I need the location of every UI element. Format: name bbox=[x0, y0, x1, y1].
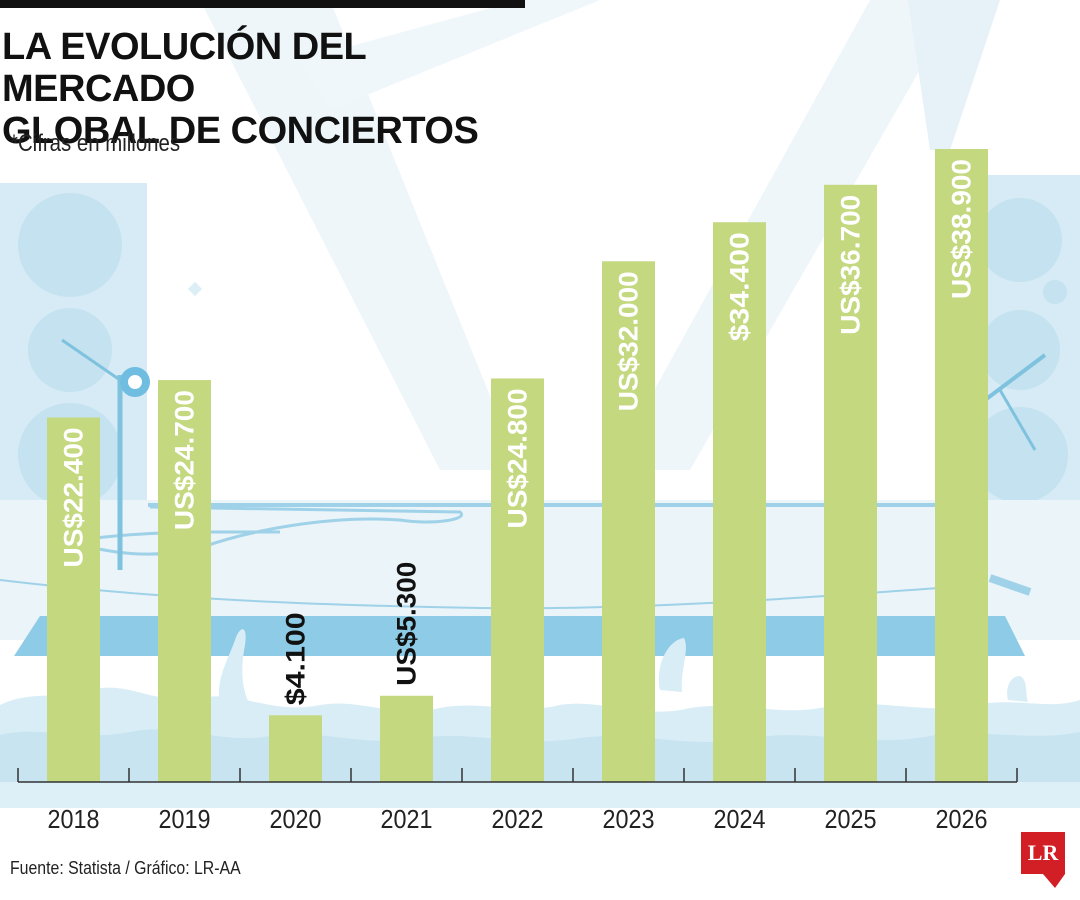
x-tick-label: 2023 bbox=[603, 804, 655, 834]
data-label: US$24.800 bbox=[503, 388, 533, 528]
mic-stand bbox=[983, 353, 1047, 402]
spotlight-beam bbox=[200, 0, 520, 470]
bar-2023 bbox=[602, 261, 655, 782]
data-label: US$5.300 bbox=[392, 562, 422, 686]
bar-2020 bbox=[269, 715, 322, 782]
data-label: US$24.700 bbox=[170, 390, 200, 530]
chart-subtitle: *Cifras en millones bbox=[10, 130, 181, 157]
data-label: US$38.900 bbox=[947, 159, 977, 299]
x-tick-label: 2025 bbox=[825, 804, 877, 834]
speaker-cone bbox=[1043, 280, 1067, 304]
spotlight-beam bbox=[300, 0, 600, 110]
speaker-cone bbox=[980, 310, 1060, 390]
speaker-cone bbox=[978, 198, 1062, 282]
speaker-cone bbox=[28, 308, 112, 392]
mic-stand bbox=[998, 389, 1037, 451]
x-tick-label: 2021 bbox=[381, 804, 433, 834]
bar-2019 bbox=[158, 380, 211, 782]
microphone-icon bbox=[988, 574, 1032, 596]
raised-hand bbox=[658, 638, 686, 692]
x-tick-label: 2024 bbox=[714, 804, 766, 834]
bars-group bbox=[47, 149, 988, 783]
bar-2022 bbox=[491, 378, 544, 782]
lr-logo: LR bbox=[1021, 832, 1065, 874]
spotlight-beam bbox=[610, 0, 960, 470]
title-line-2: GLOBAL DE CONCIERTOS bbox=[2, 110, 479, 152]
mic-stand bbox=[61, 338, 121, 382]
data-label: US$22.400 bbox=[59, 427, 89, 567]
axis-band bbox=[0, 782, 1080, 808]
raised-hand bbox=[1039, 706, 1058, 726]
lr-logo-tail bbox=[1043, 874, 1065, 888]
x-tick-label: 2020 bbox=[270, 804, 322, 834]
source-credit: Fuente: Statista / Gráfico: LR-AA bbox=[10, 858, 241, 878]
bar-2026 bbox=[935, 149, 988, 782]
data-label: $4.100 bbox=[281, 612, 311, 705]
chart-title: LA EVOLUCIÓN DEL MERCADO GLOBAL DE CONCI… bbox=[2, 26, 562, 152]
data-labels-group: US$22.400 US$24.700 $4.100 US$5.300 US$24.80… bbox=[59, 159, 977, 705]
x-axis-labels: 2018 2019 2020 2021 2022 2023 2024 2025 2026 bbox=[48, 804, 988, 834]
bar-2018 bbox=[47, 417, 100, 782]
axis-ticks-group bbox=[17, 768, 1018, 782]
x-tick-label: 2022 bbox=[492, 804, 544, 834]
bar-2021 bbox=[380, 695, 433, 782]
x-tick-label: 2018 bbox=[48, 804, 100, 834]
microphone-cable bbox=[0, 579, 981, 610]
speaker-cone bbox=[972, 407, 1068, 503]
bar-2025 bbox=[824, 184, 877, 782]
data-label: $34.400 bbox=[725, 232, 755, 341]
bar-2024 bbox=[713, 222, 766, 783]
raised-hand bbox=[218, 629, 250, 705]
x-tick-label: 2026 bbox=[936, 804, 988, 834]
spotlight-beam bbox=[908, 0, 1000, 150]
title-line-1: LA EVOLUCIÓN DEL MERCADO bbox=[2, 26, 366, 110]
header-rule bbox=[0, 0, 525, 8]
raised-hand bbox=[1007, 676, 1028, 702]
speaker-cone bbox=[18, 193, 122, 297]
data-label: US$32.000 bbox=[614, 271, 644, 411]
data-label: US$36.700 bbox=[836, 195, 866, 335]
x-tick-label: 2019 bbox=[159, 804, 211, 834]
